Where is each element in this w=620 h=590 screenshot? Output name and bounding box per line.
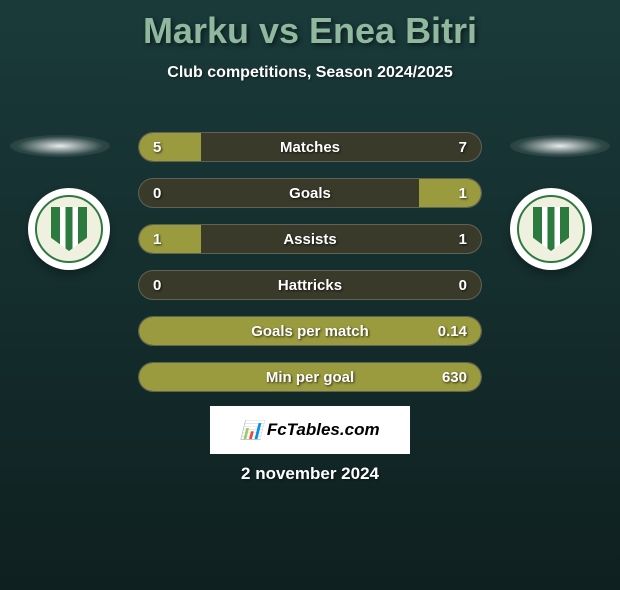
stats-container: 5 Matches 7 0 Goals 1 1 Assists 1 0 Hatt…: [138, 132, 482, 408]
stat-value-right: 0.14: [438, 317, 467, 346]
stat-value-right: 1: [459, 179, 467, 208]
stat-bar-min-per-goal: Min per goal 630: [138, 362, 482, 392]
club-logo-right: [510, 188, 592, 270]
stat-value-right: 1: [459, 225, 467, 254]
shield-icon: [51, 207, 87, 251]
stat-bar-matches: 5 Matches 7: [138, 132, 482, 162]
stat-label: Assists: [139, 225, 481, 254]
stat-value-right: 630: [442, 363, 467, 392]
subtitle: Club competitions, Season 2024/2025: [0, 64, 620, 82]
player-shadow-right: [510, 135, 610, 157]
date-label: 2 november 2024: [0, 464, 620, 484]
stat-label: Min per goal: [139, 363, 481, 392]
stat-bar-goals-per-match: Goals per match 0.14: [138, 316, 482, 346]
source-badge[interactable]: 📊 FcTables.com: [210, 406, 410, 454]
player-shadow-left: [10, 135, 110, 157]
page-title: Marku vs Enea Bitri: [0, 10, 620, 52]
club-logo-left: [28, 188, 110, 270]
stat-label: Matches: [139, 133, 481, 162]
stat-bar-goals: 0 Goals 1: [138, 178, 482, 208]
stat-label: Goals per match: [139, 317, 481, 346]
stat-label: Goals: [139, 179, 481, 208]
stat-bar-hattricks: 0 Hattricks 0: [138, 270, 482, 300]
shield-icon: [533, 207, 569, 251]
stat-bar-assists: 1 Assists 1: [138, 224, 482, 254]
stat-value-right: 7: [459, 133, 467, 162]
club-crest-left: [35, 195, 103, 263]
club-crest-right: [517, 195, 585, 263]
chart-icon: 📊: [240, 420, 262, 441]
stat-label: Hattricks: [139, 271, 481, 300]
source-label: FcTables.com: [267, 420, 380, 440]
stat-value-right: 0: [459, 271, 467, 300]
